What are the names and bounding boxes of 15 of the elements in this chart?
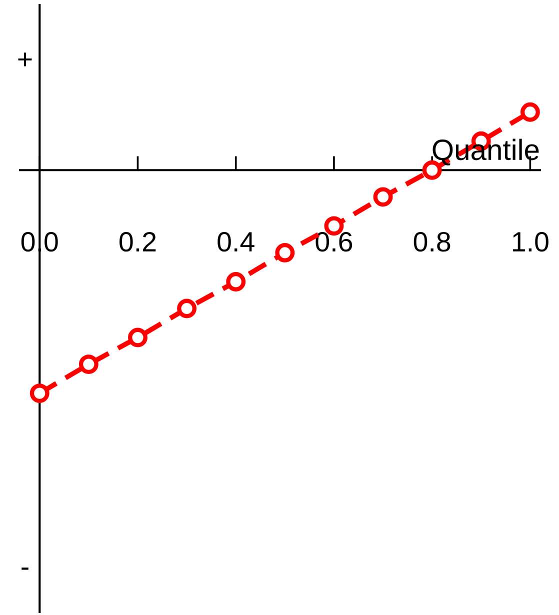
point: [275, 242, 295, 262]
point: [373, 187, 393, 207]
x-tick-label: 1.0: [513, 232, 548, 252]
point: [177, 298, 197, 318]
x-tick-label: 0.4: [218, 232, 254, 252]
x-tick-label: 0.2: [120, 232, 156, 252]
point: [128, 328, 148, 348]
x-tick-label: 0.8: [414, 232, 450, 252]
point: [78, 354, 98, 374]
x-tick-label: 0.6: [316, 232, 352, 252]
text: +: [18, 52, 32, 66]
point: [226, 272, 246, 292]
text: -: [22, 568, 28, 570]
point: [520, 102, 540, 122]
point: [30, 384, 50, 404]
